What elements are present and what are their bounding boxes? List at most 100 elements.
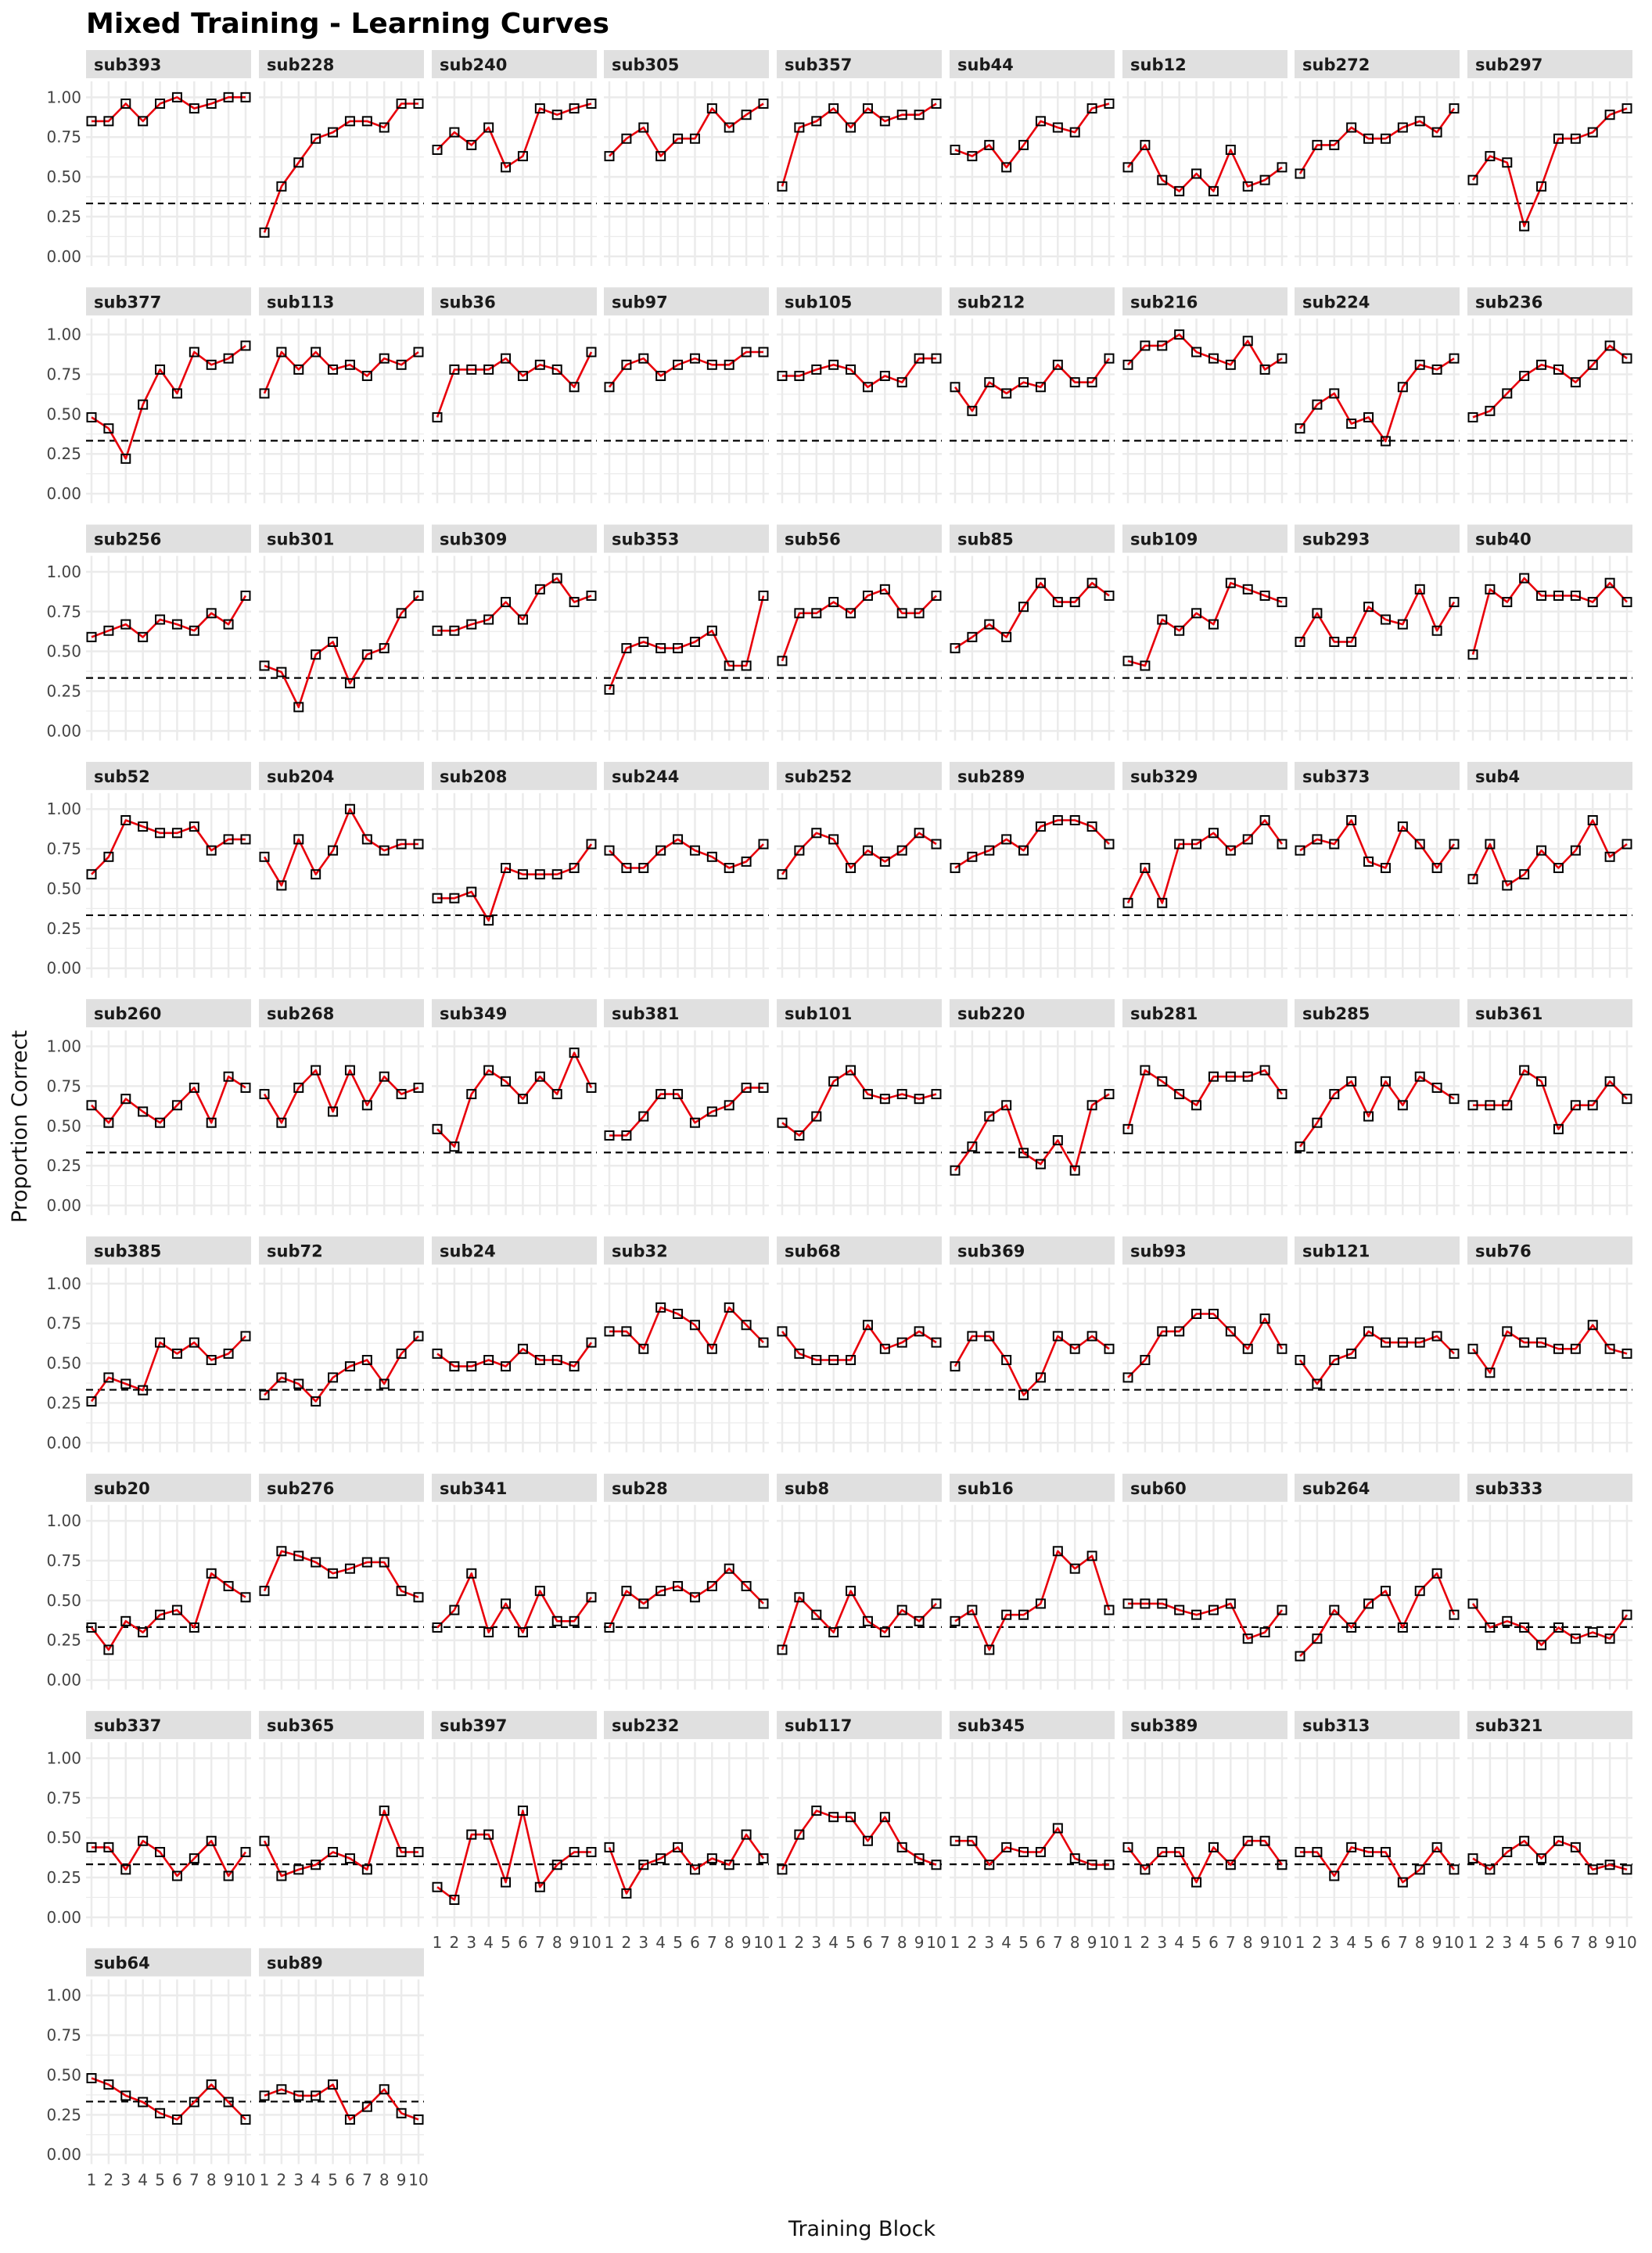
facet-strip-label: sub44: [957, 56, 1014, 74]
facet-strip: [1122, 287, 1287, 316]
data-point: [1467, 411, 1478, 422]
facet-strip-label: sub85: [957, 530, 1014, 549]
data-point: [379, 122, 390, 133]
data-point: [811, 828, 822, 839]
data-point: [777, 1117, 788, 1128]
series-line: [608, 1833, 765, 1895]
data-point: [621, 863, 632, 874]
data-point: [1104, 839, 1115, 850]
facet-strip: [432, 524, 597, 553]
data-point: [361, 834, 372, 845]
data-point: [120, 619, 131, 630]
facet-panel: sub89 1 2 3 4 5 6 7 8 9 10: [259, 1948, 429, 2189]
facet-panel: sub101: [777, 999, 942, 1216]
data-point: [758, 1082, 769, 1093]
data-point: [1329, 636, 1340, 647]
data-point: [361, 1355, 372, 1365]
facet-strip-label: sub224: [1302, 293, 1370, 311]
x-tick-label: 6: [345, 2170, 355, 2189]
series-line: [437, 577, 592, 632]
y-tick-label: 0.75: [46, 1076, 81, 1095]
facet-strip: [1295, 1236, 1460, 1265]
data-point: [432, 1348, 443, 1359]
data-point: [655, 845, 666, 856]
data-point: [432, 625, 443, 636]
data-point: [655, 1089, 666, 1100]
series-line: [1127, 581, 1283, 667]
data-point: [1587, 1100, 1598, 1111]
x-tick-label: 10: [1617, 1933, 1636, 1952]
series-line: [1471, 107, 1628, 228]
series-line: [1298, 358, 1455, 443]
y-tick-label: 0.75: [46, 365, 81, 384]
y-tick-label: 0.00: [46, 959, 81, 978]
x-tick-label: 3: [984, 1933, 994, 1952]
data-point: [828, 1627, 839, 1638]
data-point: [1621, 1864, 1632, 1875]
series-line: [263, 1069, 419, 1124]
y-tick-label: 0.00: [46, 1671, 81, 1690]
data-point: [621, 133, 632, 144]
data-point: [1553, 133, 1564, 144]
data-point: [896, 110, 907, 120]
data-point: [1122, 897, 1133, 908]
data-point: [276, 347, 287, 358]
facet-strip: [86, 287, 251, 316]
data-point: [1312, 1117, 1323, 1128]
data-point: [1449, 1864, 1460, 1875]
facet-strip: [1122, 1473, 1287, 1502]
data-point: [240, 834, 251, 845]
data-point: [1329, 1870, 1340, 1881]
data-point: [1295, 845, 1305, 856]
data-point: [931, 1598, 942, 1609]
facet-strip-label: sub40: [1475, 530, 1532, 549]
data-point: [449, 1141, 460, 1152]
data-point: [396, 1089, 407, 1100]
x-tick-label: 8: [897, 1933, 907, 1952]
facet-panel: sub276: [259, 1473, 424, 1690]
facet-strip: [86, 761, 251, 790]
data-point: [1295, 1141, 1305, 1152]
data-point: [846, 863, 857, 874]
data-point: [189, 625, 199, 636]
data-point: [1570, 845, 1581, 856]
y-tick-label: 0.50: [46, 404, 81, 423]
data-point: [1449, 1094, 1460, 1105]
data-point: [846, 1812, 857, 1823]
data-point: [741, 1320, 752, 1331]
facet-panel: sub64 0.00 0.25 0.50 0.75 1.00 1 2 3 4 5 6 7 8 9 10: [46, 1948, 256, 2189]
series-line: [609, 1087, 763, 1137]
y-tick-label: 0.50: [46, 642, 81, 661]
data-point: [1104, 590, 1115, 601]
data-point: [328, 1372, 339, 1383]
x-tick-label: 1: [1123, 1933, 1133, 1952]
data-point: [223, 1071, 234, 1082]
y-tick-label: 0.25: [46, 1631, 81, 1650]
data-point: [1277, 839, 1287, 850]
data-point: [1242, 584, 1253, 595]
data-point: [483, 1627, 494, 1638]
y-tick-label: 0.50: [46, 1591, 81, 1610]
x-tick-label: 9: [742, 1933, 752, 1952]
data-point: [1295, 1651, 1305, 1662]
data-point: [1536, 1337, 1547, 1348]
facet-strip: [604, 287, 769, 316]
data-point: [638, 863, 649, 874]
data-point: [967, 1604, 978, 1615]
data-point: [1157, 174, 1168, 185]
facet-panel: sub97: [604, 287, 769, 504]
data-point: [724, 1302, 734, 1313]
facet-panel: sub52 0.00 0.25 0.50 0.75 1.00: [46, 761, 251, 978]
data-point: [328, 127, 339, 138]
x-tick-label: 8: [1588, 1933, 1598, 1952]
series-line: [1127, 1313, 1284, 1378]
data-point: [501, 1076, 512, 1087]
data-point: [551, 573, 562, 584]
data-point: [967, 1331, 978, 1342]
data-point: [758, 839, 769, 850]
data-point: [223, 1348, 234, 1359]
x-tick-label: 1: [605, 1933, 615, 1952]
data-point: [828, 103, 839, 114]
